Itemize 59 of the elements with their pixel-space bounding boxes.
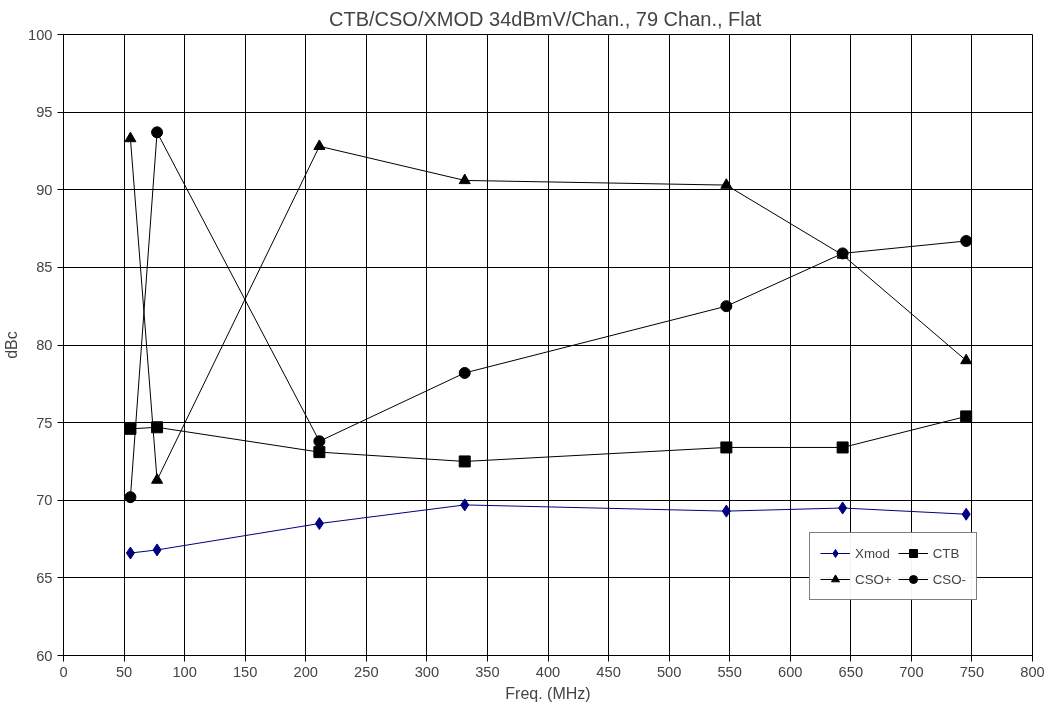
x-tick-label: 150 [232,663,258,680]
point [460,498,470,512]
legend-label: Xmod [855,545,890,561]
point [124,131,137,143]
point [313,446,326,459]
y-tick-label: 100 [28,26,53,43]
x-tick-label: 500 [656,663,682,680]
point [124,422,137,435]
x-tick-label: 100 [172,663,197,680]
y-tick-label: 60 [36,647,53,664]
x-tick-label: 450 [596,663,621,680]
y-tick-label: 80 [36,337,53,353]
x-tick-label: 600 [778,663,803,680]
point [720,178,733,189]
point [314,517,324,531]
x-tick-label: 50 [115,663,133,680]
point [720,441,733,454]
point [961,507,971,521]
y-tick-label: 95 [36,104,53,121]
point [151,421,164,434]
x-tick-label: 300 [414,663,440,680]
x-tick-label: 650 [838,663,864,680]
point [721,504,731,518]
x-tick-label: 750 [959,663,985,680]
y-axis-title: dBc [3,331,21,359]
x-tick-label: 550 [717,663,742,680]
y-tick-label: 75 [36,414,53,431]
point [960,234,973,247]
x-tick-label: 700 [899,663,924,680]
x-axis-title: Freq. (MHz) [505,684,591,702]
x-tick-label: 800 [1020,663,1045,680]
point [313,435,326,448]
point [836,441,849,454]
point [458,173,471,185]
y-tick-label: 90 [36,181,53,198]
x-tick-label: 0 [59,663,68,680]
legend-label: CTB [932,545,960,561]
point [458,366,471,379]
x-tick-label: 200 [293,663,318,680]
point [152,543,162,557]
y-tick-label: 85 [36,259,53,276]
legend-label: CSO+ [855,571,892,587]
y-tick-label: 65 [36,569,53,586]
legend-label: CSO- [932,571,966,587]
chart-title: CTB/CSO/XMOD 34dBmV/Chan., 79 Chan., Flat [329,7,762,30]
point [720,300,733,313]
point [124,491,137,504]
y-tick-label: 70 [36,492,53,509]
x-tick-label: 350 [475,663,500,680]
point [151,126,164,139]
point [125,546,135,560]
point [313,139,326,150]
point [458,455,471,468]
x-tick-label: 400 [535,663,561,680]
x-tick-label: 250 [354,663,379,680]
point [960,410,973,423]
point [151,473,164,484]
point [960,353,973,365]
point [838,501,848,515]
